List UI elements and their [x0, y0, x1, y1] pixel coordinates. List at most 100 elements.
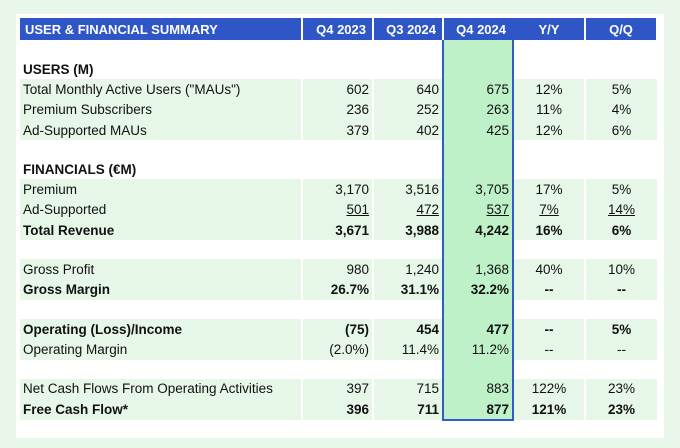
table-row-total-revenue: Total Revenue 3,671 3,988 4,242 16% 6%	[20, 220, 657, 241]
cell-value: 5%	[585, 179, 657, 200]
cell-value: 6%	[585, 220, 657, 241]
table-row: Operating Margin (2.0%) 11.4% 11.2% -- -…	[20, 339, 657, 360]
table-row-free-cash-flow: Free Cash Flow* 396 711 877 121% 23%	[20, 398, 657, 422]
section-header-financials: FINANCIALS (€M)	[20, 159, 657, 180]
cell-text: 14%	[607, 202, 636, 218]
cell-value: 23%	[585, 378, 657, 399]
cell-value: 3,170	[302, 179, 374, 200]
cell-value: 236	[302, 99, 374, 120]
cell-value: 252	[373, 99, 443, 120]
cell-value: 11.4%	[373, 339, 443, 360]
row-label: Gross Margin	[20, 279, 303, 300]
cell-value: 1,240	[373, 259, 443, 280]
row-label: Free Cash Flow*	[20, 398, 303, 421]
row-label: Ad-Supported	[20, 199, 303, 221]
cell-value: 32.2%	[442, 279, 514, 300]
cell-value: 263	[442, 99, 514, 120]
cell-value: 6%	[585, 119, 657, 141]
cell-value: 396	[302, 398, 374, 421]
cell-value: 397	[302, 378, 374, 399]
cell-value: 122%	[513, 378, 586, 399]
cell-value: 121%	[513, 398, 586, 421]
section-title-users: USERS (M)	[23, 61, 94, 77]
cell-value: 402	[373, 119, 443, 141]
cell-value: --	[585, 339, 657, 360]
cell-value: 12%	[513, 79, 586, 100]
table-row: Premium 3,170 3,516 3,705 17% 5%	[20, 179, 657, 200]
cell-value: 3,516	[373, 179, 443, 200]
cell-value: 425	[442, 119, 514, 141]
table-title: USER & FINANCIAL SUMMARY	[20, 18, 303, 40]
row-label: Gross Profit	[20, 259, 303, 280]
col-header-yy: Y/Y	[513, 18, 586, 40]
cell-value: 10%	[585, 259, 657, 280]
cell-value: 5%	[585, 79, 657, 100]
section-title-financials: FINANCIALS (€M)	[23, 161, 137, 177]
row-label: Net Cash Flows From Operating Activities	[20, 378, 303, 399]
cell-value: 11%	[513, 99, 586, 120]
cell-value: 477	[442, 318, 514, 340]
row-label: Ad-Supported MAUs	[20, 119, 303, 141]
spacer-row	[20, 140, 657, 160]
user-financial-summary-table: USER & FINANCIAL SUMMARY Q4 2023 Q3 2024…	[20, 18, 658, 422]
cell-value: 12%	[513, 119, 586, 141]
row-label: Premium	[20, 179, 303, 200]
cell-value: --	[513, 318, 586, 340]
cell-value: 7%	[513, 199, 586, 221]
table-row: Ad-Supported MAUs 379 402 425 12% 6%	[20, 119, 657, 141]
cell-value: 17%	[513, 179, 586, 200]
cell-value: 40%	[513, 259, 586, 280]
section-header-users: USERS (M)	[20, 59, 657, 80]
cell-value: 3,705	[442, 179, 514, 200]
cell-value: 1,368	[442, 259, 514, 280]
row-label: Total Revenue	[20, 220, 303, 241]
cell-value: 4,242	[442, 220, 514, 241]
cell-value: 454	[373, 318, 443, 340]
cell-value: 472	[373, 199, 443, 221]
cell-text: 537	[486, 202, 509, 218]
col-header-q4-2023: Q4 2023	[302, 18, 374, 40]
cell-value: 715	[373, 378, 443, 399]
cell-value: 640	[373, 79, 443, 100]
table-row-gross-margin: Gross Margin 26.7% 31.1% 32.2% -- --	[20, 279, 657, 300]
table-row: Premium Subscribers 236 252 263 11% 4%	[20, 99, 657, 120]
cell-value: --	[513, 339, 586, 360]
spacer-row	[20, 299, 657, 319]
cell-value: 14%	[585, 199, 657, 221]
table-row-operating-income: Operating (Loss)/Income (75) 454 477 -- …	[20, 318, 657, 340]
spacer-row	[20, 240, 657, 260]
cell-value: 980	[302, 259, 374, 280]
table-row: Net Cash Flows From Operating Activities…	[20, 378, 657, 399]
cell-value: (2.0%)	[302, 339, 374, 360]
cell-text: 501	[346, 202, 369, 218]
cell-value: --	[585, 279, 657, 300]
cell-value: 26.7%	[302, 279, 374, 300]
cell-value: 31.1%	[373, 279, 443, 300]
cell-value: 711	[373, 398, 443, 421]
cell-value: 4%	[585, 99, 657, 120]
row-label: Operating Margin	[20, 339, 303, 360]
spacer-row	[20, 40, 657, 59]
cell-value: --	[513, 279, 586, 300]
cell-value: 537	[442, 199, 514, 221]
cell-value: 602	[302, 79, 374, 100]
cell-value: 5%	[585, 318, 657, 340]
table-row: Ad-Supported 501 472 537 7% 14%	[20, 199, 657, 221]
col-header-q4-2024: Q4 2024	[442, 18, 514, 40]
cell-value: 16%	[513, 220, 586, 241]
cell-value: 675	[442, 79, 514, 100]
cell-value: 11.2%	[442, 339, 514, 360]
row-label: Total Monthly Active Users ("MAUs")	[20, 79, 303, 100]
col-header-qq: Q/Q	[585, 18, 658, 40]
cell-value: 877	[442, 398, 514, 422]
header-row: USER & FINANCIAL SUMMARY Q4 2023 Q3 2024…	[20, 18, 658, 40]
row-label: Operating (Loss)/Income	[20, 318, 303, 340]
row-label: Premium Subscribers	[20, 99, 303, 120]
cell-value: 23%	[585, 398, 657, 421]
spacer-row	[20, 359, 657, 379]
table-row: Total Monthly Active Users ("MAUs") 602 …	[20, 79, 657, 100]
cell-text: 472	[416, 202, 439, 218]
table-row: Gross Profit 980 1,240 1,368 40% 10%	[20, 259, 657, 280]
cell-value: 501	[302, 199, 374, 221]
col-header-q3-2024: Q3 2024	[373, 18, 444, 40]
